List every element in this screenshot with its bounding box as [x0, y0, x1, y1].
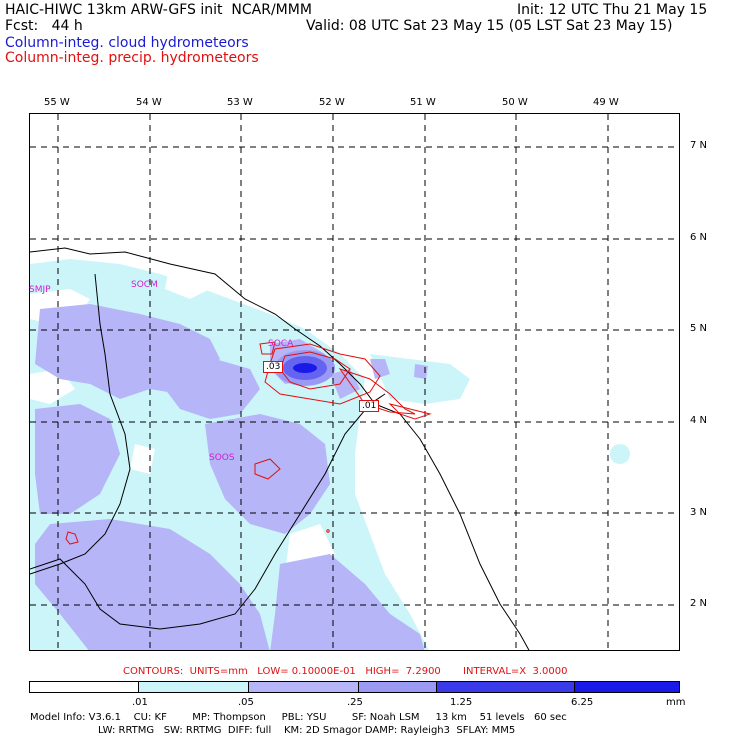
lat-label: 7 N	[690, 140, 708, 151]
lon-label: 49 W	[593, 97, 619, 108]
lon-label: 50 W	[502, 97, 528, 108]
colorbar-segment	[574, 681, 680, 693]
colorbar-label: 6.25	[571, 697, 594, 708]
contour-info: CONTOURS: UNITS=mm LOW= 0.10000E-01 HIGH…	[123, 666, 568, 677]
lat-label: 2 N	[690, 598, 708, 609]
lat-label: 4 N	[690, 415, 708, 426]
coastline	[30, 247, 530, 650]
lon-label: 52 W	[319, 97, 345, 108]
map-panel	[29, 113, 680, 651]
colorbar-segment	[248, 681, 359, 693]
colorbar-segment	[138, 681, 249, 693]
colorbar-segment	[29, 681, 139, 693]
lat-label: 6 N	[690, 232, 708, 243]
valid-time: Valid: 08 UTC Sat 23 May 15 (05 LST Sat …	[306, 18, 673, 34]
station-label: SMJP	[29, 285, 51, 295]
colorbar-label: .05	[238, 697, 254, 708]
colorbar-segment	[436, 681, 575, 693]
model-info: Model Info: V3.6.1 CU: KF MP: Thompson P…	[30, 712, 567, 723]
lon-label: 51 W	[410, 97, 436, 108]
colorbar-units: mm	[666, 697, 686, 708]
colorbar-segment	[358, 681, 437, 693]
contour-label: .03	[263, 361, 284, 373]
cloud-core	[275, 350, 335, 386]
lon-label: 54 W	[136, 97, 162, 108]
colorbar-label: 1.25	[450, 697, 473, 708]
plot-title: HAIC-HIWC 13km ARW-GFS init NCAR/MMM	[5, 2, 312, 18]
init-time: Init: 12 UTC Thu 21 May 15	[517, 2, 708, 18]
graticule	[30, 114, 679, 650]
field-precip-label: Column-integ. precip. hydrometeors	[5, 50, 259, 66]
map-canvas	[30, 114, 679, 650]
station-label: SOCA	[268, 339, 294, 349]
lat-label: 3 N	[690, 507, 708, 518]
lon-label: 53 W	[227, 97, 253, 108]
station-label: SOCM	[131, 280, 158, 290]
forecast-hour: Fcst: 44 h	[5, 18, 83, 34]
field-cloud-label: Column-integ. cloud hydrometeors	[5, 35, 249, 51]
colorbar-label: .01	[132, 697, 148, 708]
model-info: LW: RRTMG SW: RRTMG DIFF: full KM: 2D Sm…	[98, 725, 516, 736]
colorbar-label: .25	[347, 697, 363, 708]
lon-label: 55 W	[44, 97, 70, 108]
precip-contours	[65, 341, 432, 545]
contour-label: .01	[359, 400, 380, 412]
lat-label: 5 N	[690, 323, 708, 334]
station-label: SOOS	[209, 453, 235, 463]
